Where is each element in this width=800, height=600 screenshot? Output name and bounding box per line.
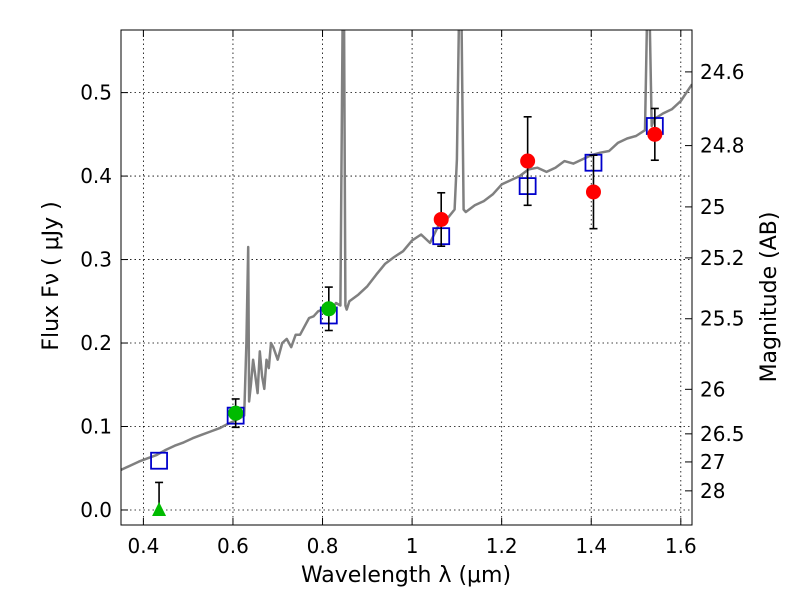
mag-tick-label: 24.6 [700,60,745,84]
mag-tick-label: 24.8 [700,134,745,158]
data-point [647,126,663,142]
y-tick-label: 0.0 [80,498,112,522]
x-axis-label: Wavelength λ (μm) [301,563,511,588]
upper-limit-triangle [152,501,167,516]
right-axis-label: Magnitude (AB) [757,212,782,383]
plot-frame [120,29,693,526]
y-tick-label: 0.5 [80,81,112,105]
data-point [228,405,244,421]
y-tick-label: 0.2 [80,331,112,355]
x-tick-label: 0.6 [217,534,249,558]
y-axis-label: Flux Fν ( μJy ) [39,201,64,350]
y-tick-label: 0.3 [80,248,112,272]
y-tick-label: 0.1 [80,415,112,439]
x-tick-label: 0.4 [127,534,159,558]
data-layer [121,30,692,516]
data-point [585,184,601,200]
mag-tick-label: 26 [700,377,725,401]
y-tick-label: 0.4 [80,164,112,188]
mag-tick-label: 28 [700,479,725,503]
x-tick-label: 1.4 [575,534,607,558]
mag-tick-label: 25 [700,195,725,219]
x-tick-label: 1 [406,534,419,558]
x-tick-label: 1.2 [486,534,518,558]
model-square [150,451,168,470]
data-point [321,301,337,317]
mag-tick-label: 25.2 [700,246,745,270]
spectrum-line [121,30,692,472]
data-point [520,153,536,169]
x-tick-label: 1.6 [665,534,697,558]
ticks: 0.4 0.6 0.8 1 1.2 1.4 1.6 0.0 0.1 0.2 0.3 0.4 0.5 24.… [80,30,745,558]
grid [121,30,692,525]
x-tick-label: 0.8 [307,534,339,558]
mag-tick-label: 25.5 [700,307,745,331]
mag-tick-label: 26.5 [700,422,745,446]
mag-tick-label: 27 [700,450,725,474]
data-point [433,211,449,227]
